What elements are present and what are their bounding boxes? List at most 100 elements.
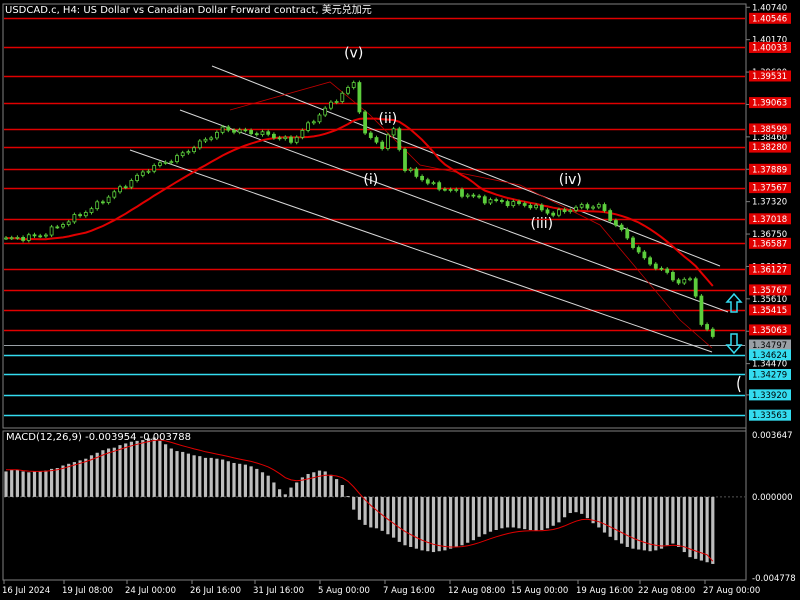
candle-body-18 <box>106 196 111 203</box>
macd-bar-79 <box>454 496 458 547</box>
macd-bar-3 <box>21 471 25 497</box>
macd-bar-76 <box>437 496 441 552</box>
candle-body-83 <box>477 195 482 198</box>
macd-bar-7 <box>44 470 48 497</box>
price-tag-label-2: 1.39531 <box>752 72 787 82</box>
candle-body-30 <box>175 155 179 163</box>
macd-signal-line <box>6 439 714 562</box>
candle-body-109 <box>625 229 630 239</box>
price-tag-label-8: 1.37018 <box>752 215 787 225</box>
candle-body-21 <box>123 186 128 189</box>
price-tag-box-2 <box>749 70 791 82</box>
macd-bar-5 <box>32 471 37 497</box>
macd-bar-29 <box>169 448 173 497</box>
wave-label-4: (iii) <box>531 216 554 232</box>
macd-bar-26 <box>152 437 156 497</box>
macd-bar-32 <box>186 453 190 497</box>
macd-bar-73 <box>420 496 424 551</box>
macd-bar-102 <box>585 496 589 519</box>
macd-bar-52 <box>300 477 304 497</box>
down-arrow-icon <box>725 333 743 355</box>
candle-body-72 <box>414 168 419 177</box>
price-tag-box-16 <box>749 368 791 380</box>
price-tick-label-11: 1.34470 <box>752 360 787 370</box>
candle-body-99 <box>568 209 573 213</box>
candle-body-57 <box>328 101 333 109</box>
candle-body-1 <box>9 237 14 240</box>
candle-body-98 <box>562 209 567 213</box>
price-tag-box-17 <box>749 389 791 401</box>
candle-body-17 <box>101 201 105 204</box>
price-tag-box-1 <box>749 41 791 53</box>
macd-title: MACD(12,26,9) -0.003954 -0.003788 <box>6 432 191 443</box>
macd-bar-62 <box>357 496 361 520</box>
price-tag-box-12 <box>749 304 791 316</box>
candle-body-67 <box>385 134 390 149</box>
candle-body-63 <box>363 111 368 134</box>
macd-bar-39 <box>226 461 230 497</box>
candle-body-107 <box>614 220 618 226</box>
candle-body-114 <box>653 263 658 269</box>
candle-body-59 <box>340 92 345 102</box>
candle-body-36 <box>209 137 214 140</box>
candle-body-70 <box>403 149 407 171</box>
macd-bar-84 <box>483 496 487 535</box>
macd-bar-20 <box>118 445 122 497</box>
macd-bar-116 <box>665 496 669 546</box>
macd-bar-48 <box>278 489 282 497</box>
price-tag-box-7 <box>749 182 791 194</box>
candle-body-10 <box>61 224 65 228</box>
candle-body-68 <box>391 128 396 136</box>
candle-body-44 <box>254 133 259 136</box>
macd-bar-96 <box>551 496 555 526</box>
macd-bar-105 <box>602 496 607 533</box>
candle-body-43 <box>249 130 254 135</box>
candle-body-54 <box>311 121 316 124</box>
time-tick-label-4: 31 Jul 16:00 <box>253 586 304 596</box>
candle-body-34 <box>197 140 202 149</box>
candle-body-81 <box>465 194 470 197</box>
price-tag-box-4 <box>749 123 791 135</box>
candle-body-118 <box>676 279 681 284</box>
candle-body-102 <box>585 204 590 209</box>
macd-bar-46 <box>266 475 270 497</box>
candle-body-33 <box>192 147 197 153</box>
macd-bar-58 <box>335 479 339 497</box>
time-tick-label-6: 7 Aug 16:00 <box>383 586 435 596</box>
macd-bar-115 <box>659 496 664 549</box>
price-tag-box-8 <box>749 213 791 225</box>
macd-bar-77 <box>443 496 447 551</box>
candle-body-84 <box>482 196 487 204</box>
channel-middle-line <box>179 109 729 313</box>
macd-tick-label-2: -0.004778 <box>752 574 796 584</box>
macd-bar-88 <box>506 496 510 528</box>
macd-bar-66 <box>380 496 384 531</box>
candle-body-12 <box>72 214 77 223</box>
macd-bar-94 <box>540 496 544 530</box>
macd-bar-68 <box>392 496 396 538</box>
candle-body-100 <box>574 206 578 211</box>
time-tick-label-9: 19 Aug 16:00 <box>576 586 633 596</box>
candle-body-69 <box>397 128 402 150</box>
candle-body-16 <box>95 201 100 210</box>
partial-wave-mark <box>737 375 741 393</box>
macd-bar-54 <box>312 472 316 497</box>
macd-bar-85 <box>488 496 493 532</box>
candle-body-120 <box>688 278 692 281</box>
candle-body-86 <box>494 199 499 202</box>
macd-tick-label-1: 0.000000 <box>752 493 793 503</box>
candle-body-32 <box>186 151 191 154</box>
candle-body-38 <box>220 126 225 133</box>
price-tag-label-1: 1.40033 <box>752 43 787 53</box>
candle-body-122 <box>699 295 704 325</box>
macd-bar-87 <box>500 496 504 529</box>
arrows <box>725 292 743 393</box>
macd-bar-98 <box>563 496 567 518</box>
price-tag-box-3 <box>749 97 791 109</box>
candle-body-56 <box>323 107 328 116</box>
macd-bar-6 <box>38 471 42 497</box>
candle-body-51 <box>294 136 299 143</box>
candle-body-116 <box>665 268 670 273</box>
macd-bar-33 <box>192 455 196 497</box>
